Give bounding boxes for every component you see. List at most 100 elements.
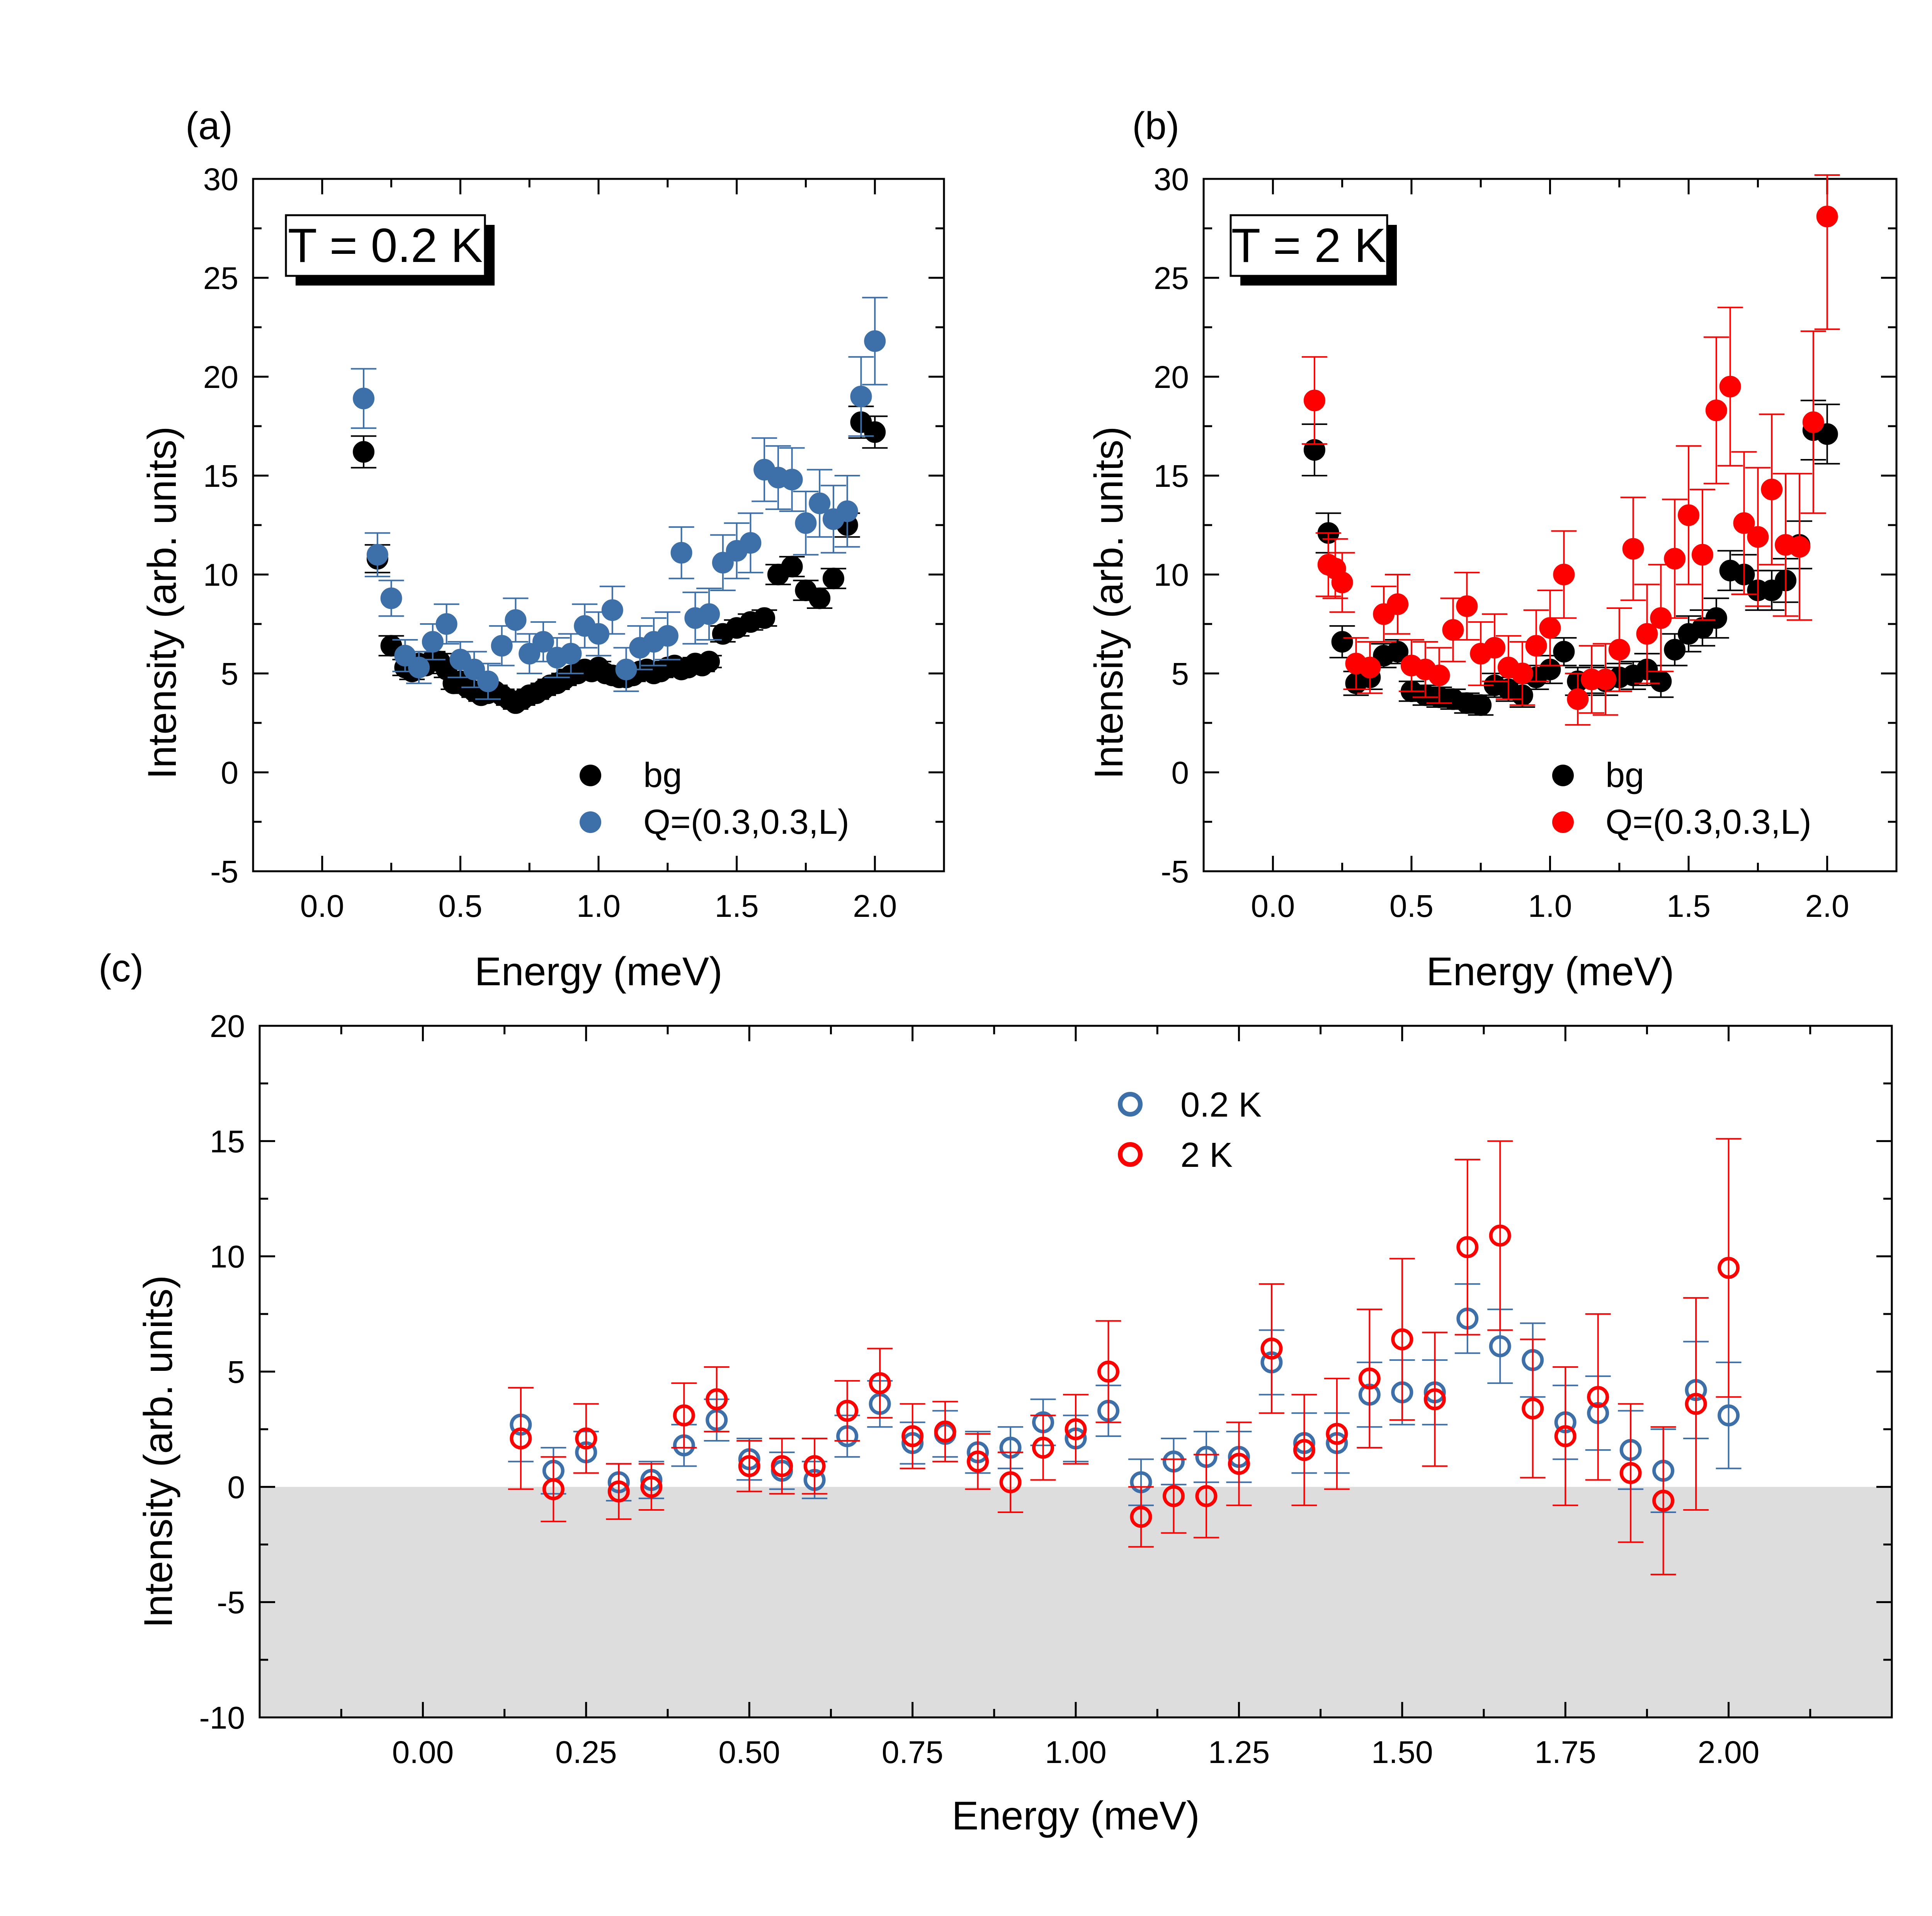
panel-b-label: (b) [1132,104,1179,148]
data-point [822,568,844,590]
data-point [1685,1393,1707,1415]
data-point [408,656,430,678]
data-point [706,1388,728,1411]
data-point [491,635,513,657]
x-tick-label: 1.5 [715,889,759,924]
panel-c-legend-label-0p2k: 0.2 K [1180,1086,1262,1124]
data-point [1097,1360,1119,1383]
data-point [934,1420,956,1443]
panel-a-legend-label-q: Q=(0.3,0.3,L) [643,803,849,842]
y-tick-label: 25 [1154,261,1189,296]
data-point [1331,631,1353,653]
data-point [435,613,457,635]
data-point [1719,376,1741,398]
data-point [673,1404,695,1426]
data-point [1761,478,1783,500]
data-point [740,532,762,554]
y-tick-label: 20 [203,360,238,395]
y-tick-label: -5 [217,1585,245,1620]
panel-b-y-axis-title: Intensity (arb. units) [1087,426,1131,779]
data-point [505,609,527,631]
data-point [738,1455,760,1477]
panel-b-series-1 [1301,174,1840,726]
panel-b: (b) 0.0 0.5 1.0 1.5 2.0 -5 0 5 10 15 20 25 30 Energy… [1087,104,1898,994]
data-point [532,631,554,653]
data-point [670,542,692,564]
data-point [380,587,402,609]
data-point [1331,571,1353,593]
x-tick-label: 1.50 [1371,1735,1433,1770]
data-point [422,631,444,653]
data-point [1525,635,1547,657]
x-tick-label: 0.00 [392,1735,454,1770]
panel-c-series-0 [508,1283,1742,1513]
data-point [1387,641,1409,663]
data-point [781,556,803,578]
panel-a-annotation-box: T = 0.2 K [285,214,495,286]
data-point [1650,670,1672,692]
data-point [1567,688,1589,710]
y-tick-label: -5 [210,854,238,889]
data-point [1489,1224,1511,1247]
data-point [753,607,776,629]
data-point [1423,1388,1446,1411]
panel-a-legend-marker-q [580,811,601,833]
data-point [1553,641,1575,663]
y-tick-label: 0 [221,755,238,791]
data-point [463,658,485,680]
panel-a-legend-label-bg: bg [643,756,682,795]
y-tick-label: 0 [227,1470,245,1505]
data-point [1678,504,1700,526]
data-point [698,603,720,625]
panel-c-legend-label-2k: 2 K [1180,1136,1233,1175]
x-tick-label: 1.5 [1667,889,1711,924]
data-point [850,386,872,408]
data-point [588,623,609,645]
data-point [795,512,817,534]
y-tick-label: 5 [221,656,238,692]
data-point [1391,1328,1413,1350]
data-point [1587,1386,1609,1408]
data-point [864,330,886,352]
panel-b-annotation-box: T = 2 K [1230,214,1397,286]
data-point [1387,593,1409,615]
data-point [1522,1397,1544,1420]
x-tick-label: 2.0 [1805,889,1849,924]
data-point [1260,1337,1283,1360]
data-point [575,1427,597,1450]
data-point [1456,595,1478,617]
y-tick-label: 5 [1171,656,1189,692]
x-tick-label: 1.00 [1045,1735,1107,1770]
data-point [1705,400,1727,422]
x-tick-label: 0.0 [1251,889,1295,924]
data-point [1705,607,1727,629]
panel-a-series-1 [351,297,888,700]
y-tick-label: 5 [227,1355,245,1390]
data-point [1303,389,1325,411]
panel-b-legend-marker-q [1552,811,1574,833]
panel-a-plot: 0.0 0.5 1.0 1.5 2.0 -5 0 5 10 15 20 25 30 [203,162,945,924]
panel-c-y-axis-title: Intensity (arb. units) [136,1275,181,1628]
data-point [353,388,375,410]
data-point [1539,617,1561,639]
data-point [836,500,858,522]
panel-a-annotation: T = 0.2 K [288,219,483,272]
panel-b-x-axis-title: Energy (meV) [1426,949,1674,994]
y-tick-label: -10 [199,1700,245,1736]
data-point [836,1399,859,1422]
data-point [1470,694,1492,716]
data-point [999,1471,1022,1493]
panel-a-x-axis-title: Energy (meV) [474,949,723,994]
data-point [1162,1485,1185,1507]
data-point [1650,607,1672,629]
panel-c-legend-marker-0p2k [1118,1092,1143,1117]
x-tick-label: 1.25 [1208,1735,1270,1770]
panel-c-x-axis-title: Energy (meV) [952,1794,1200,1838]
data-point [1816,423,1838,445]
data-point [1816,206,1838,228]
data-point [771,1455,793,1477]
data-point [1195,1485,1218,1507]
data-point [1359,656,1381,678]
y-tick-label: 30 [1154,162,1189,197]
